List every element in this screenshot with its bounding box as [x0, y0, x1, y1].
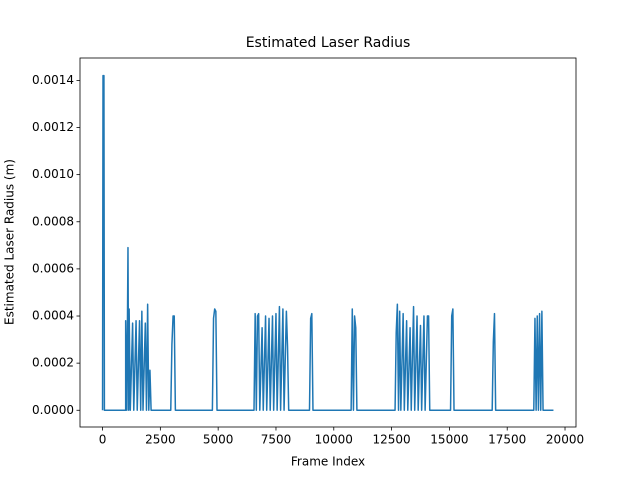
x-tick-label: 10000 — [315, 433, 353, 447]
y-tick-label: 0.0008 — [32, 214, 74, 228]
y-tick-label: 0.0014 — [32, 73, 74, 87]
x-tick-label: 17500 — [488, 433, 526, 447]
chart-title: Estimated Laser Radius — [246, 35, 411, 51]
plot-frame — [79, 57, 577, 428]
y-tick-label: 0.0000 — [32, 403, 74, 417]
y-tick-label: 0.0006 — [32, 261, 74, 275]
x-axis-label: Frame Index — [291, 455, 365, 469]
y-tick-label: 0.0004 — [32, 309, 74, 323]
x-tick-label: 12500 — [372, 433, 410, 447]
data-line — [101, 74, 554, 412]
y-tick-label: 0.0012 — [32, 120, 74, 134]
y-axis-label: Estimated Laser Radius (m) — [3, 159, 17, 325]
x-tick-label: 15000 — [430, 433, 468, 447]
x-tick-label: 7500 — [261, 433, 292, 447]
y-tick-label: 0.0010 — [32, 167, 74, 181]
x-tick-label: 20000 — [546, 433, 584, 447]
y-tick-label: 0.0002 — [32, 356, 74, 370]
x-tick-label: 5000 — [203, 433, 234, 447]
x-tick-label: 2500 — [145, 433, 176, 447]
x-tick-label: 0 — [99, 433, 107, 447]
